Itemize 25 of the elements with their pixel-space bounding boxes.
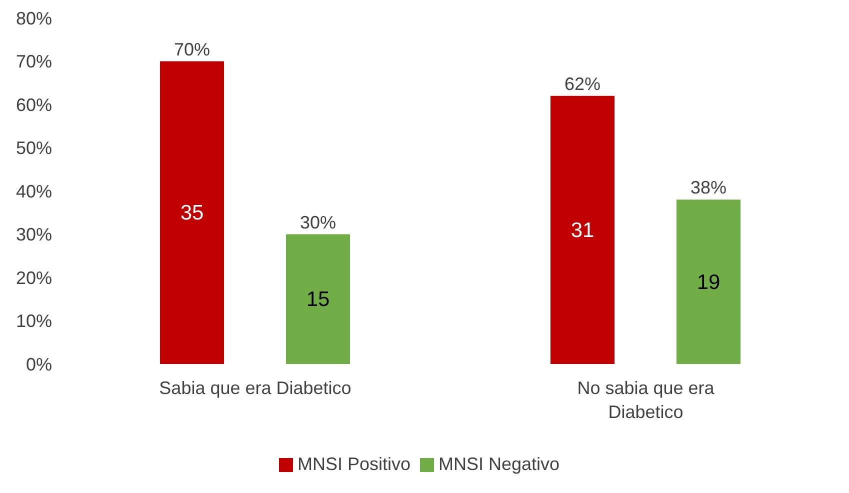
data-label: 70%	[174, 39, 210, 60]
y-tick-label: 50%	[16, 138, 52, 158]
annotation: 19	[696, 270, 720, 294]
y-tick-label: 0%	[26, 354, 52, 374]
data-label: 38%	[690, 178, 727, 198]
data-label: 62%	[564, 74, 601, 94]
legend-label: MNSI Negativo	[438, 454, 560, 474]
bar	[550, 96, 614, 364]
y-tick-label: 60%	[16, 94, 52, 115]
x-tick-label: No sabia que era Diabetico	[577, 378, 716, 422]
y-tick-label: 80%	[16, 8, 52, 28]
annotation: 35	[180, 202, 204, 225]
data-label: 30%	[300, 212, 336, 232]
legend-label: MNSI Positivo	[297, 454, 410, 474]
y-tick-label: 30%	[16, 224, 52, 245]
bar	[676, 200, 740, 364]
y-tick-label: 40%	[16, 181, 52, 202]
y-tick-label: 10%	[16, 311, 52, 332]
bar	[160, 61, 224, 364]
x-tick-label: Sabia que era Diabetico	[159, 378, 352, 398]
y-tick-label: 20%	[16, 268, 52, 288]
y-tick-label: 70%	[16, 52, 52, 72]
annotation: 15	[306, 288, 330, 312]
bar	[286, 234, 350, 364]
annotation: 31	[570, 218, 594, 242]
